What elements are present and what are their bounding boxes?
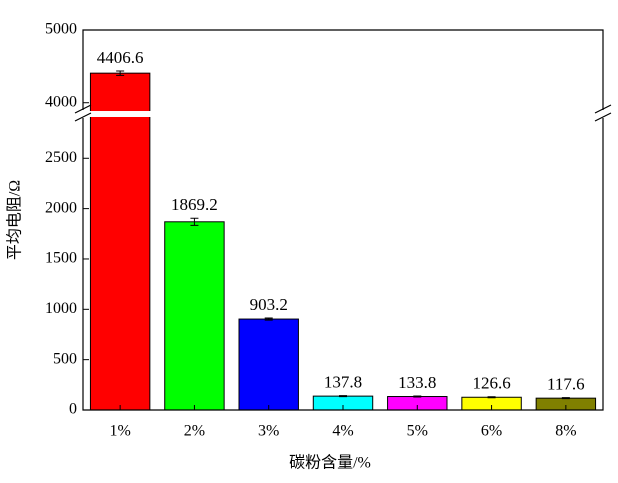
- bar: [238, 318, 299, 411]
- x-tick-label: 8%: [555, 423, 576, 440]
- x-tick-label: 5%: [407, 423, 428, 440]
- axis-break-mark: [594, 104, 612, 122]
- value-label: 133.8: [398, 373, 436, 392]
- value-label: 4406.6: [97, 48, 144, 67]
- axis-break-mark: [74, 104, 92, 122]
- bar: [89, 72, 151, 411]
- y-tick-label: 500: [53, 350, 77, 367]
- y-tick-label: 2500: [45, 149, 77, 166]
- error-bar: [190, 217, 199, 226]
- y-tick-label: 1500: [45, 250, 77, 267]
- x-axis-label: 碳粉含量/%: [289, 454, 371, 472]
- value-label: 126.6: [472, 374, 510, 393]
- error-bar: [413, 395, 422, 398]
- x-tick-label: 3%: [258, 423, 279, 440]
- value-label: 137.8: [324, 373, 362, 392]
- value-label: 117.6: [547, 375, 585, 394]
- y-tick-label: 2000: [45, 199, 77, 216]
- error-bar: [339, 395, 347, 398]
- bar: [164, 221, 225, 411]
- y-axis-label: 平均电阻/Ω: [6, 180, 24, 260]
- x-tick-label: 1%: [109, 423, 130, 440]
- y-tick-label: 4000: [45, 93, 77, 110]
- x-tick-label: 4%: [332, 423, 353, 440]
- plot-frame: [82, 29, 604, 411]
- axis-break-gap: [73, 111, 613, 117]
- error-bar: [264, 317, 273, 321]
- x-tick-label: 2%: [184, 423, 205, 440]
- value-label: 1869.2: [171, 195, 218, 214]
- y-tick-label: 5000: [45, 21, 77, 38]
- y-tick-label: 0: [69, 401, 77, 418]
- value-label: 903.2: [250, 295, 288, 314]
- y-tick-label: 1000: [45, 300, 77, 317]
- error-bar: [561, 397, 570, 400]
- error-bar: [487, 396, 496, 399]
- x-tick-label: 6%: [481, 423, 502, 440]
- error-bar: [116, 70, 125, 76]
